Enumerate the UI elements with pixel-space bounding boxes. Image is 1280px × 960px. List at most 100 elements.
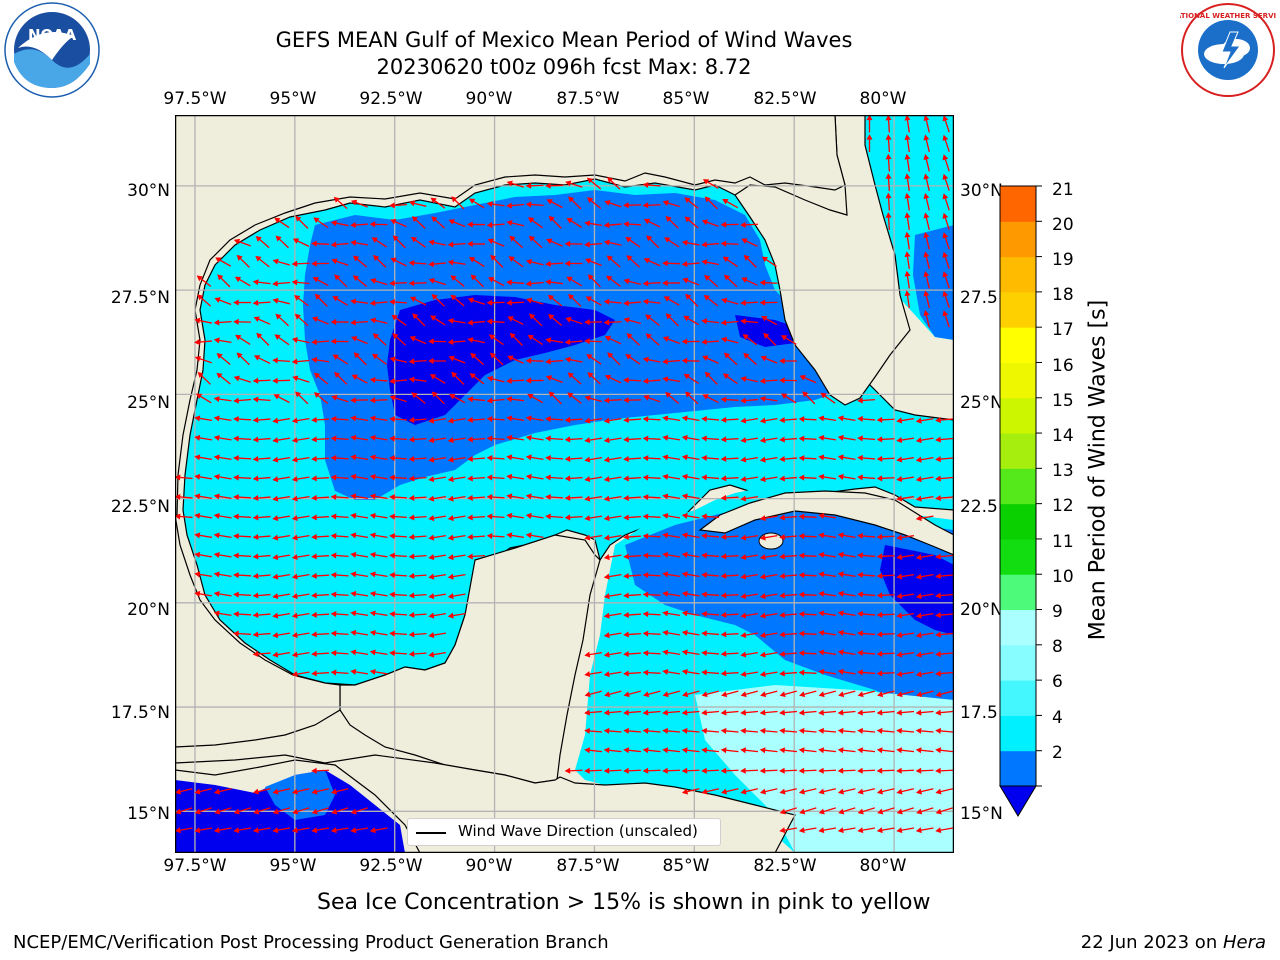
- wave-arrow-head: [818, 434, 825, 441]
- wave-arrow-head: [350, 493, 357, 500]
- wave-arrow-head: [408, 514, 415, 521]
- wave-arrow-head: [213, 590, 220, 597]
- wave-arrow-head: [702, 179, 710, 185]
- wave-arrow-head: [564, 494, 571, 501]
- wave-arrow-head: [626, 255, 633, 262]
- wave-arrow-head: [389, 474, 395, 481]
- wave-arrow-head: [701, 513, 707, 520]
- wave-arrow-head: [820, 392, 827, 399]
- noaa-logo-text: NOAA: [28, 26, 77, 44]
- wave-arrow-head: [428, 338, 434, 345]
- wave-arrow-head: [194, 551, 201, 558]
- map-title-line2: 20230620 t00z 096h fcst Max: 8.72: [376, 55, 752, 79]
- wave-arrow-head: [234, 276, 242, 283]
- wave-arrow-head: [642, 611, 649, 618]
- wave-arrow-head: [740, 417, 747, 424]
- wave-arrow-head: [584, 747, 591, 754]
- wave-arrow-head: [330, 532, 337, 540]
- wave-arrow-head: [681, 454, 688, 461]
- wave-arrow-head: [233, 397, 239, 404]
- wave-arrow-head: [330, 669, 337, 676]
- wave-arrow-head: [312, 316, 319, 323]
- wave-arrow-head: [252, 573, 259, 580]
- wave-arrow-head: [291, 495, 298, 502]
- wave-arrow-head: [369, 397, 376, 404]
- wave-arrow-head: [818, 747, 825, 754]
- wave-arrow-head: [411, 392, 418, 399]
- wave-arrow-head: [701, 571, 707, 578]
- wave-arrow-head: [642, 533, 649, 540]
- wave-arrow-head: [799, 691, 806, 698]
- wave-arrow-head: [350, 415, 357, 422]
- pacific-water-blue: [265, 770, 335, 820]
- wave-arrow-head: [508, 256, 515, 262]
- wave-arrow-head: [233, 238, 241, 245]
- wave-arrow-head: [389, 378, 395, 385]
- wave-arrow-head: [603, 456, 610, 463]
- colorbar-tick: 18: [1052, 285, 1074, 305]
- wave-arrow-head: [818, 629, 825, 636]
- wave-arrow-head: [603, 476, 610, 483]
- wave-arrow-head: [721, 297, 728, 304]
- wave-arrow-head: [486, 221, 493, 228]
- wave-arrow-head: [603, 495, 610, 502]
- wave-arrow-head: [740, 534, 747, 541]
- wave-arrow-head: [721, 691, 728, 698]
- wave-arrow-head: [312, 277, 319, 283]
- wave-arrow-head: [681, 727, 688, 734]
- colorbar-tick: 2: [1052, 743, 1063, 763]
- wave-arrow-head: [942, 271, 949, 278]
- wave-arrow-head: [740, 747, 747, 754]
- wave-arrow-head: [623, 572, 629, 580]
- wave-arrow-head: [467, 337, 474, 344]
- wave-arrow-head: [194, 532, 201, 539]
- wave-arrow-head: [720, 396, 727, 403]
- wave-arrow-head: [584, 534, 591, 541]
- wave-arrow-head: [252, 534, 259, 541]
- wave-arrow-head: [723, 274, 731, 281]
- wave-arrow-head: [233, 630, 239, 637]
- wave-arrow-head: [567, 372, 574, 379]
- wave-arrow-head: [798, 709, 805, 716]
- wave-arrow-head: [642, 280, 649, 287]
- wave-arrow-head: [525, 415, 532, 422]
- wave-arrow-head: [252, 436, 259, 443]
- wave-arrow-head: [351, 374, 358, 380]
- wave-arrow-head: [447, 593, 454, 600]
- wave-arrow-head: [194, 339, 200, 346]
- gulf-water-under: [387, 295, 615, 425]
- wave-arrow-head: [662, 767, 668, 774]
- wave-arrow-head: [896, 671, 903, 678]
- colorbar-segment: [1000, 291, 1036, 328]
- footer-credit: NCEP/EMC/Verification Post Processing Pr…: [13, 932, 609, 953]
- wave-arrow-head: [642, 630, 649, 637]
- wave-arrow-head: [295, 391, 302, 398]
- wave-arrow-head: [720, 727, 727, 734]
- wave-arrow-head: [350, 397, 356, 404]
- wave-arrow-head: [798, 591, 805, 598]
- wave-arrow-head: [389, 494, 395, 501]
- wave-arrow-head: [447, 534, 454, 541]
- wave-arrow-head: [761, 256, 769, 263]
- wave-arrow-head: [467, 221, 473, 228]
- wave-arrow-head: [818, 473, 825, 480]
- wave-arrow-head: [781, 393, 788, 399]
- wave-arrow-head: [486, 318, 493, 325]
- wave-arrow-head: [818, 532, 825, 539]
- wave-arrow-head: [662, 200, 669, 206]
- wave-arrow-head: [857, 767, 863, 774]
- wave-arrow-head: [876, 436, 883, 443]
- wave-arrow-head: [272, 258, 279, 265]
- wave-arrow-head: [451, 371, 458, 378]
- wave-arrow-head: [273, 394, 280, 400]
- wave-arrow-head: [506, 377, 512, 384]
- wave-arrow-head: [798, 788, 806, 795]
- wave-arrow-head: [896, 612, 903, 619]
- wave-arrow-head: [528, 235, 535, 242]
- wave-arrow-head: [350, 319, 356, 326]
- wave-arrow-head: [915, 632, 922, 639]
- wave-arrow-head: [252, 651, 259, 658]
- wave-arrow-head: [642, 513, 649, 520]
- wave-arrow-head: [488, 334, 496, 341]
- wave-arrow-head: [681, 590, 688, 597]
